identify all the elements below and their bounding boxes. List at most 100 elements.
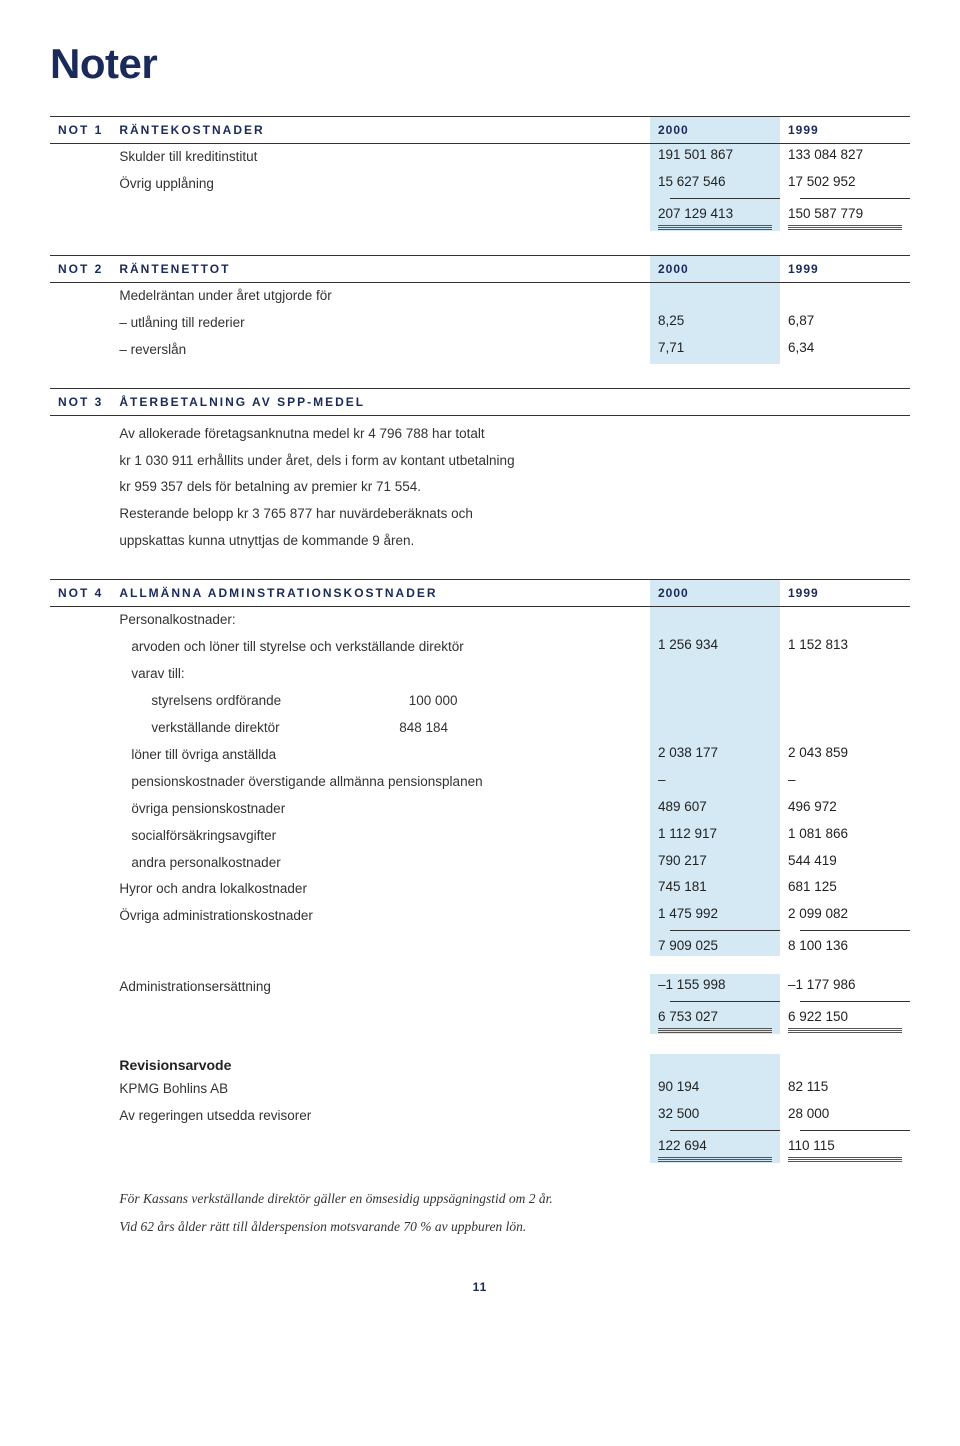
note-2-heading: RÄNTENETTOT <box>111 255 650 282</box>
row-val: 6,34 <box>780 337 910 364</box>
row-val: – <box>780 769 910 796</box>
sum-val: 6 922 150 <box>780 1006 910 1027</box>
row-val: 17 502 952 <box>780 171 910 198</box>
sum-val: 122 694 <box>650 1135 780 1156</box>
table-row: Övriga administrationskostnader 1 475 99… <box>50 903 910 930</box>
footnote-0: För Kassans verkställande direktör gälle… <box>111 1185 910 1213</box>
row-desc: – reverslån <box>111 337 650 364</box>
sum-row: 207 129 413 150 587 779 <box>50 203 910 224</box>
row-desc: arvoden och löner till styrelse och verk… <box>111 634 650 661</box>
row-desc: styrelsens ordförande 100 000 <box>111 688 650 715</box>
sum-row: 7 909 025 8 100 136 <box>50 935 910 956</box>
table-row: styrelsens ordförande 100 000 <box>50 688 910 715</box>
row-val: 32 500 <box>650 1103 780 1130</box>
note-4: NOT 4 ALLMÄNNA ADMINSTRATIONSKOSTNADER 2… <box>50 579 910 1240</box>
row-val: 2 099 082 <box>780 903 910 930</box>
note-3-body-4: uppskattas kunna utnyttjas de kommande 9… <box>111 528 910 555</box>
row-desc: Hyror och andra lokalkostnader <box>111 876 650 903</box>
row-val: 489 607 <box>650 796 780 823</box>
note-2-col2: 1999 <box>780 255 910 282</box>
row-desc: Övriga administrationskostnader <box>111 903 650 930</box>
table-row: Administrationsersättning –1 155 998 –1 … <box>50 974 910 1001</box>
inline-val: 100 000 <box>409 693 458 708</box>
row-val: 90 194 <box>650 1076 780 1103</box>
table-row: varav till: <box>50 661 910 688</box>
table-row: arvoden och löner till styrelse och verk… <box>50 634 910 661</box>
sum-row: 122 694 110 115 <box>50 1135 910 1156</box>
note-2-table: NOT 2 RÄNTENETTOT 2000 1999 Medelräntan … <box>50 255 910 364</box>
row-val: 8,25 <box>650 310 780 337</box>
note-3-table: NOT 3 ÅTERBETALNING AV SPP-MEDEL Av allo… <box>50 388 910 556</box>
row-val: 1 152 813 <box>780 634 910 661</box>
row-val: 191 501 867 <box>650 144 780 171</box>
table-row: andra personalkostnader 790 217 544 419 <box>50 850 910 877</box>
sum-val: 8 100 136 <box>780 935 910 956</box>
row-val: – <box>650 769 780 796</box>
table-row: Övrig upplåning 15 627 546 17 502 952 <box>50 171 910 198</box>
note-3-body-3: Resterande belopp kr 3 765 877 har nuvär… <box>111 501 910 528</box>
note-4-label: NOT 4 <box>50 580 111 607</box>
row-desc-text: styrelsens ordförande <box>151 693 281 708</box>
row-desc: varav till: <box>111 661 650 688</box>
row-val: 2 043 859 <box>780 742 910 769</box>
row-desc: pensionskostnader överstigande allmänna … <box>111 769 650 796</box>
note-3-body-2: kr 959 357 dels för betalning av premier… <box>111 474 910 501</box>
note-1-heading: RÄNTEKOSTNADER <box>111 117 650 144</box>
note-1-col2: 1999 <box>780 117 910 144</box>
note-4-col2: 1999 <box>780 580 910 607</box>
note-3-label: NOT 3 <box>50 388 111 415</box>
sum-row: 6 753 027 6 922 150 <box>50 1006 910 1027</box>
row-val: 133 084 827 <box>780 144 910 171</box>
row-val: 1 256 934 <box>650 634 780 661</box>
note-2: NOT 2 RÄNTENETTOT 2000 1999 Medelräntan … <box>50 255 910 364</box>
row-desc: Övrig upplåning <box>111 171 650 198</box>
note-3-body-0: Av allokerade företagsanknutna medel kr … <box>111 415 910 447</box>
note-3-heading: ÅTERBETALNING AV SPP-MEDEL <box>111 388 910 415</box>
row-val: 1 475 992 <box>650 903 780 930</box>
sum-val: 7 909 025 <box>650 935 780 956</box>
table-row: övriga pensionskostnader 489 607 496 972 <box>50 796 910 823</box>
table-row: löner till övriga anställda 2 038 177 2 … <box>50 742 910 769</box>
row-val: 1 081 866 <box>780 823 910 850</box>
row-desc: verkställande direktör 848 184 <box>111 715 650 742</box>
row-desc: övriga pensionskostnader <box>111 796 650 823</box>
row-val: 6,87 <box>780 310 910 337</box>
footnote-1: Vid 62 års ålder rätt till ålderspension… <box>111 1213 910 1241</box>
note-1: NOT 1 RÄNTEKOSTNADER 2000 1999 Skulder t… <box>50 116 910 231</box>
row-val: 2 038 177 <box>650 742 780 769</box>
table-row: – reverslån 7,71 6,34 <box>50 337 910 364</box>
table-row: pensionskostnader överstigande allmänna … <box>50 769 910 796</box>
row-val: 544 419 <box>780 850 910 877</box>
sum-val: 6 753 027 <box>650 1006 780 1027</box>
note-1-col1: 2000 <box>650 117 780 144</box>
page-title: Noter <box>50 40 910 88</box>
table-row: verkställande direktör 848 184 <box>50 715 910 742</box>
note-3: NOT 3 ÅTERBETALNING AV SPP-MEDEL Av allo… <box>50 388 910 556</box>
row-desc: Administrationsersättning <box>111 974 650 1001</box>
table-row: Hyror och andra lokalkostnader 745 181 6… <box>50 876 910 903</box>
row-desc: löner till övriga anställda <box>111 742 650 769</box>
row-val: –1 177 986 <box>780 974 910 1001</box>
inline-val: 848 184 <box>399 720 448 735</box>
row-val: 7,71 <box>650 337 780 364</box>
table-row: Skulder till kreditinstitut 191 501 867 … <box>50 144 910 171</box>
note-4-col1: 2000 <box>650 580 780 607</box>
row-val: 496 972 <box>780 796 910 823</box>
row-desc: andra personalkostnader <box>111 850 650 877</box>
note-2-label: NOT 2 <box>50 255 111 282</box>
page-number: 11 <box>50 1280 910 1294</box>
row-val: 82 115 <box>780 1076 910 1103</box>
note-2-col1: 2000 <box>650 255 780 282</box>
row-val: 1 112 917 <box>650 823 780 850</box>
personal-heading: Personalkostnader: <box>111 607 650 634</box>
note-1-label: NOT 1 <box>50 117 111 144</box>
table-row: KPMG Bohlins AB 90 194 82 115 <box>50 1076 910 1103</box>
sum-val: 207 129 413 <box>650 203 780 224</box>
note-3-body-1: kr 1 030 911 erhållits under året, dels … <box>111 448 910 475</box>
table-row: socialförsäkringsavgifter 1 112 917 1 08… <box>50 823 910 850</box>
row-val: 681 125 <box>780 876 910 903</box>
table-row: Medelräntan under året utgjorde för <box>50 282 910 309</box>
table-row: – utlåning till rederier 8,25 6,87 <box>50 310 910 337</box>
note-1-table: NOT 1 RÄNTEKOSTNADER 2000 1999 Skulder t… <box>50 116 910 231</box>
row-val: 15 627 546 <box>650 171 780 198</box>
